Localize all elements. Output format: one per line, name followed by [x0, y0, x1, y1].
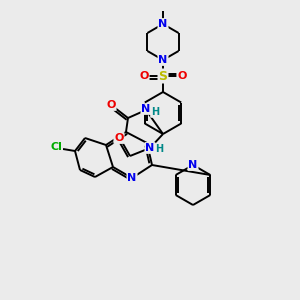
- Text: H: H: [151, 107, 159, 117]
- Text: Cl: Cl: [50, 142, 62, 152]
- Text: S: S: [158, 70, 167, 83]
- Text: N: N: [141, 104, 151, 114]
- Text: N: N: [158, 55, 168, 65]
- Text: N: N: [128, 173, 136, 183]
- Text: O: O: [139, 71, 149, 81]
- Text: H: H: [155, 144, 163, 154]
- Text: O: O: [177, 71, 187, 81]
- Text: O: O: [114, 133, 124, 143]
- Text: O: O: [106, 100, 116, 110]
- Text: N: N: [188, 160, 198, 170]
- Text: N: N: [146, 143, 154, 153]
- Text: N: N: [158, 19, 168, 29]
